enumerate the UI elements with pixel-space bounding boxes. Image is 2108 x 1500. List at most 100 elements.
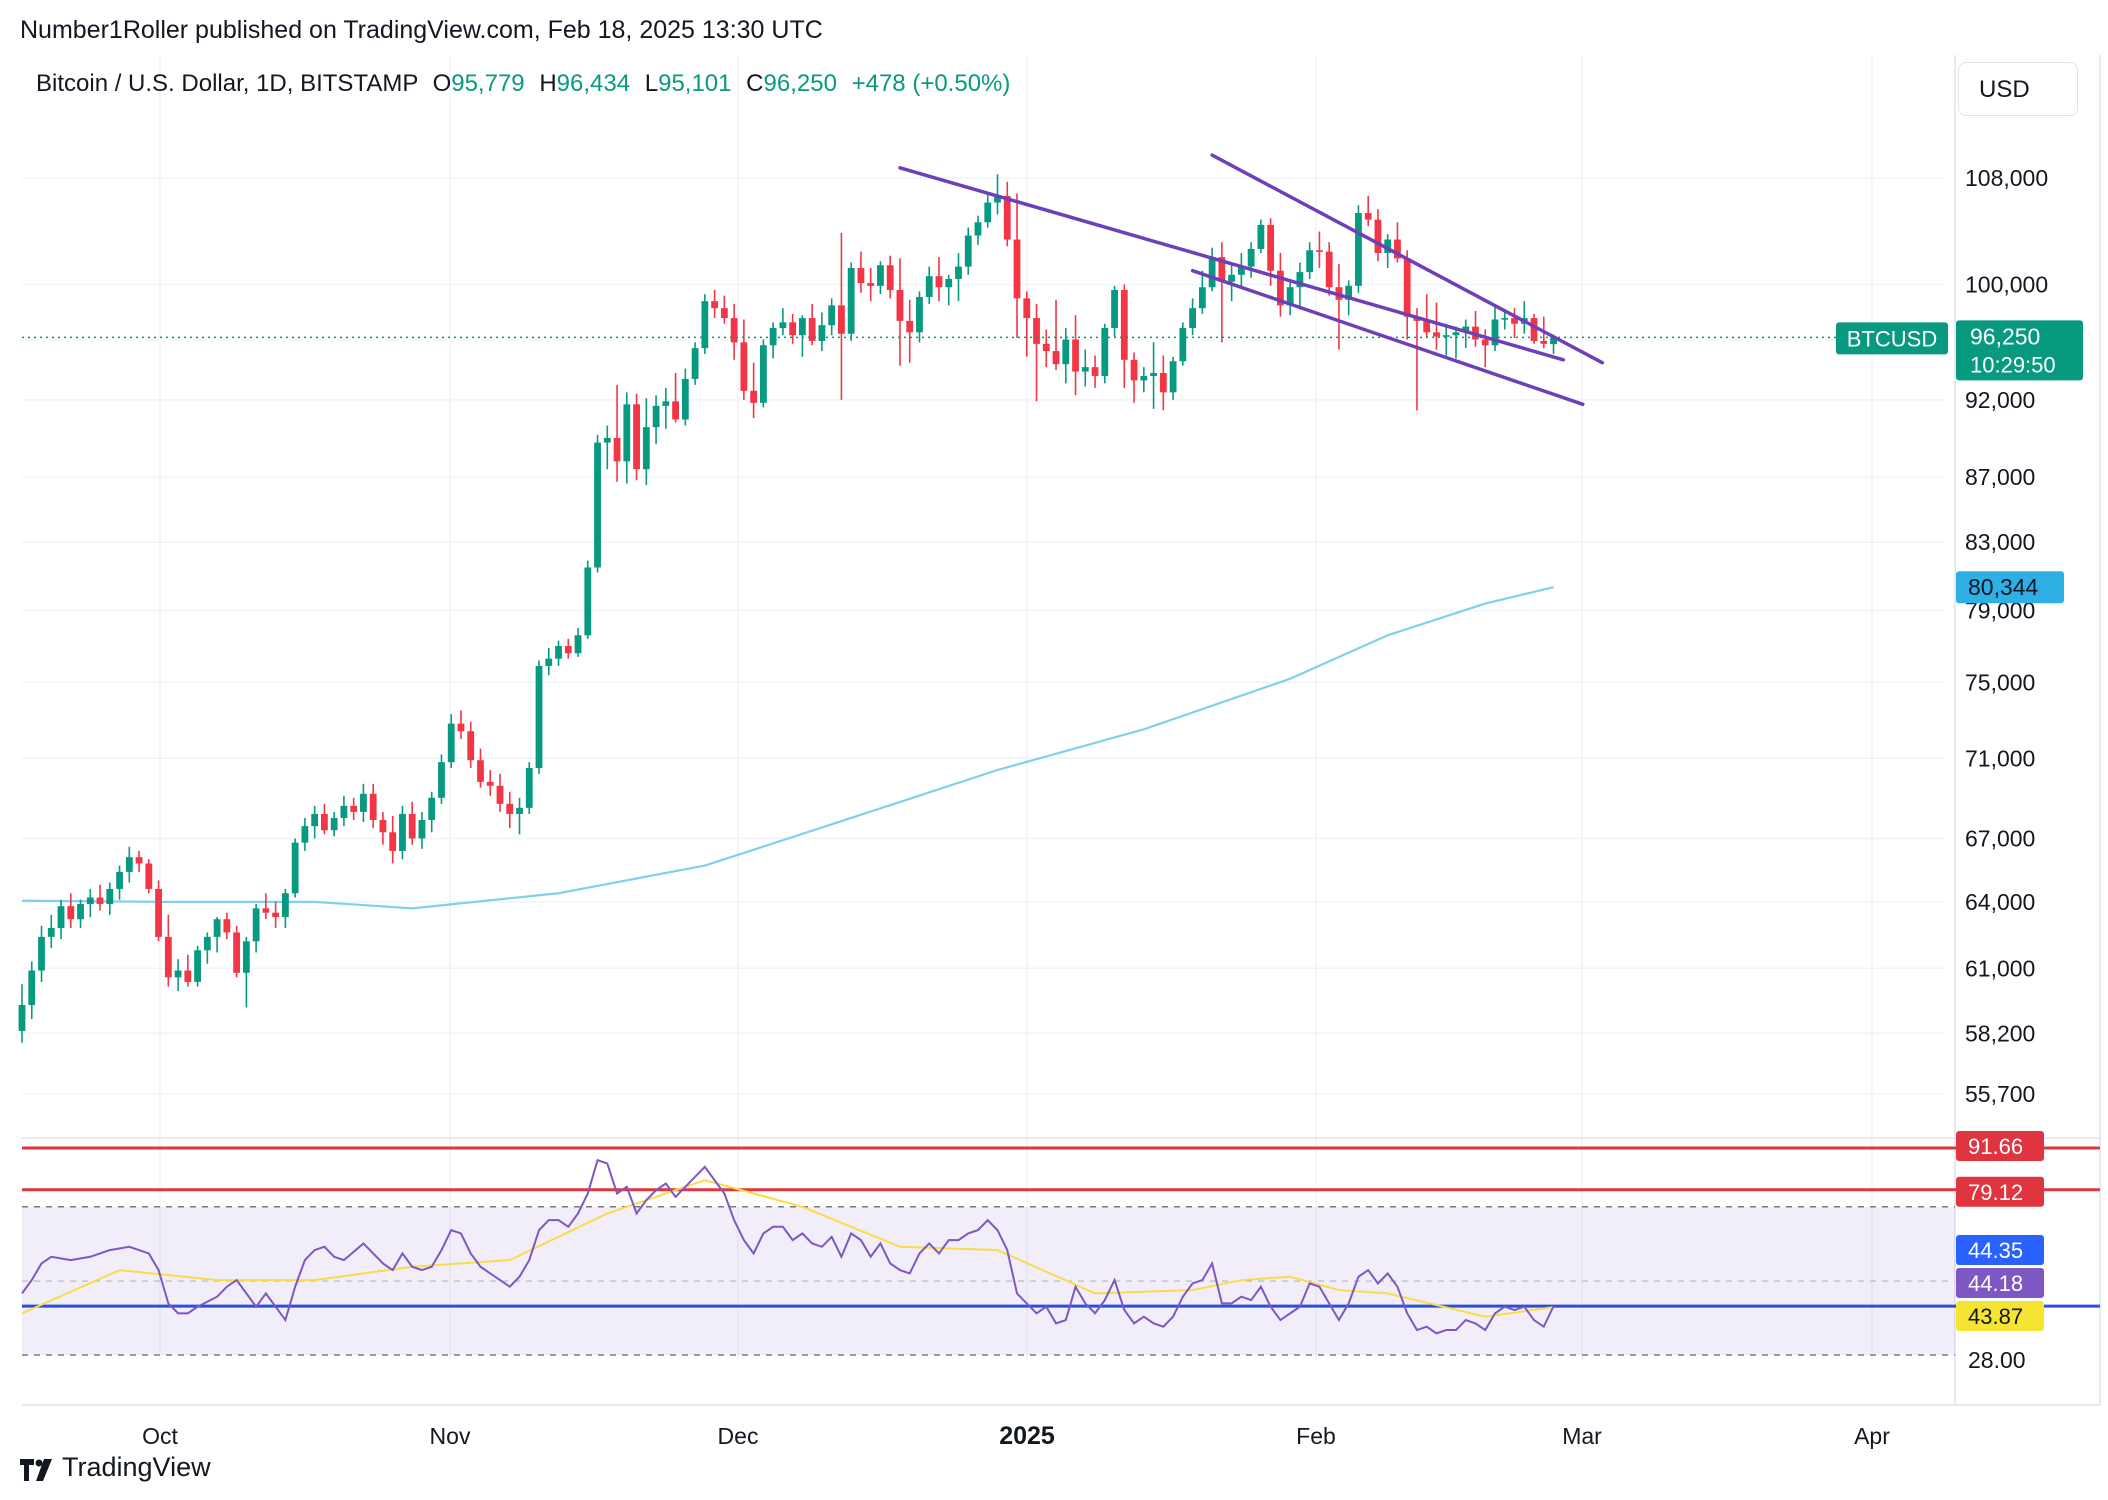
candle-body <box>1033 318 1040 344</box>
candle-body <box>1374 219 1382 254</box>
rsi-value-tag-bg <box>1956 1235 2044 1265</box>
rsi-value: 43.87 <box>1968 1304 2023 1329</box>
candle-body <box>1189 308 1196 329</box>
candle-body <box>213 919 221 937</box>
candle-body <box>555 646 562 659</box>
candle-body <box>935 276 943 288</box>
price-tick-label: 92,000 <box>1965 387 2035 413</box>
candle-body <box>711 301 719 309</box>
candle-body <box>496 785 504 804</box>
candle-body <box>116 871 123 889</box>
candle-body <box>506 803 514 814</box>
candle-body <box>291 842 299 894</box>
candle-body <box>633 404 640 470</box>
time-tick-label: Apr <box>1854 1423 1890 1449</box>
candle-body <box>1462 326 1470 333</box>
candle-body <box>369 793 377 821</box>
candle-body <box>379 820 387 833</box>
trendlines[interactable] <box>898 153 1605 407</box>
candle-body <box>428 797 436 821</box>
candle-body <box>203 936 211 951</box>
candle-body <box>47 928 55 937</box>
candle-body <box>877 265 884 286</box>
price-tick-label: 75,000 <box>1965 669 2035 695</box>
high-label: H <box>539 70 557 97</box>
candle-body <box>1433 332 1440 337</box>
tradingview-brand[interactable]: TradingView <box>20 1452 211 1483</box>
symbol-name[interactable]: Bitcoin / U.S. Dollar, 1D, BITSTAMP <box>36 70 418 97</box>
candle-body <box>1530 318 1538 341</box>
candle-body <box>574 635 582 654</box>
trendline[interactable] <box>1210 153 1605 365</box>
close-label: C <box>746 70 764 97</box>
candle-body <box>301 826 309 843</box>
candle-body <box>838 305 845 334</box>
candle-body <box>974 222 982 236</box>
time-tick-label: Mar <box>1562 1423 1602 1449</box>
brand-name: TradingView <box>62 1452 211 1482</box>
candle-body <box>447 723 455 763</box>
candle-body <box>1013 239 1021 299</box>
candle-body <box>350 805 358 812</box>
candle-body <box>125 857 133 872</box>
candle-body <box>964 235 972 267</box>
candle-body <box>1267 224 1275 271</box>
candle-body <box>155 888 162 937</box>
candle-body <box>642 427 650 470</box>
time-tick-label: Oct <box>142 1423 178 1449</box>
symbol-tag: BTCUSD <box>1847 326 1937 351</box>
candle-body <box>740 342 748 391</box>
candle-body <box>1511 318 1518 324</box>
price-tick-label: 71,000 <box>1965 745 2035 771</box>
candle-body <box>399 813 406 851</box>
rsi-level-value: 91.66 <box>1968 1134 2023 1159</box>
candle-body <box>438 762 445 798</box>
candle-body <box>1140 375 1148 381</box>
candle-body <box>984 202 992 223</box>
time-tick-label: 2025 <box>999 1422 1055 1450</box>
candle-body <box>652 405 660 428</box>
candle-body <box>28 970 36 1006</box>
candle-body <box>847 267 855 334</box>
candle-body <box>1423 320 1431 333</box>
price-labels: BTCUSD 96,250 10:29:50 80,344 91.66 79.12 44.3… <box>1836 320 2083 1331</box>
candle-body <box>857 267 865 284</box>
trendline[interactable] <box>1190 268 1585 407</box>
rsi-value: 44.18 <box>1968 1271 2023 1296</box>
candle-body <box>662 401 670 406</box>
candle-body <box>1491 319 1499 346</box>
candle-body <box>808 318 816 341</box>
candle-body <box>750 390 758 403</box>
candle-body <box>1276 270 1284 306</box>
candle-body <box>623 404 631 462</box>
candle-body <box>281 893 289 918</box>
candle-body <box>486 781 494 786</box>
candle-body <box>272 912 280 918</box>
candle-body <box>603 437 611 443</box>
time-tick-label: Dec <box>718 1423 759 1449</box>
candle-body <box>545 658 553 666</box>
candle-body <box>233 932 241 973</box>
candles <box>18 174 1836 1043</box>
candle-body <box>408 813 416 839</box>
candle-body <box>467 731 475 761</box>
candle-body <box>330 817 338 831</box>
candle-body <box>1003 196 1011 240</box>
tradingview-logo-icon <box>20 1457 54 1481</box>
candle-body <box>1237 266 1245 275</box>
candle-body <box>18 1005 26 1031</box>
candle-body <box>681 378 689 420</box>
rsi-panel <box>21 1146 2100 1356</box>
currency-button[interactable]: USD <box>1958 62 2078 116</box>
publisher-line: Number1Roller published on TradingView.c… <box>20 16 823 44</box>
time-tick-label: Nov <box>430 1423 471 1449</box>
price-tick-label: 87,000 <box>1965 464 2035 490</box>
candle-body <box>925 276 933 297</box>
trendline[interactable] <box>898 166 1566 362</box>
candle-body <box>1081 367 1089 372</box>
candle-body <box>906 320 914 333</box>
rsi-ma-line <box>21 1179 1554 1318</box>
candle-body <box>252 908 260 942</box>
candle-body <box>135 857 143 864</box>
candle-body <box>945 278 953 288</box>
